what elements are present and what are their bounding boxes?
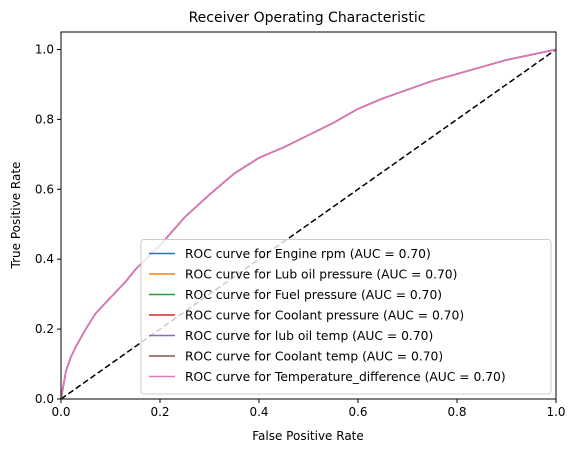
legend-label: ROC curve for Temperature_difference (AU… — [185, 370, 506, 384]
x-tick-label: 1.0 — [546, 405, 565, 419]
legend-box — [140, 239, 552, 395]
x-tick-label: 0.6 — [348, 405, 367, 419]
y-tick-label: 0.4 — [35, 252, 54, 266]
x-tick-label: 0.4 — [249, 405, 268, 419]
x-tick-label: 0.8 — [447, 405, 466, 419]
y-axis: 0.0 0.2 0.4 0.6 0.8 1.0 — [35, 42, 61, 406]
legend-label: ROC curve for Coolant pressure (AUC = 0.… — [185, 309, 464, 323]
chart-title: Receiver Operating Characteristic — [189, 10, 426, 26]
axes-frame — [60, 31, 557, 400]
legend-label: ROC curve for lub oil temp (AUC = 0.70) — [185, 329, 433, 343]
y-axis-label: True Positive Rate — [9, 162, 23, 270]
legend-label: ROC curve for Coolant temp (AUC = 0.70) — [185, 350, 443, 364]
x-tick-label: 0.2 — [150, 405, 169, 419]
x-axis-label: False Positive Rate — [252, 429, 364, 443]
legend: ROC curve for Engine rpm (AUC = 0.70) ROC… — [140, 239, 552, 395]
y-tick-label: 1.0 — [35, 42, 54, 56]
legend-label: ROC curve for Fuel pressure (AUC = 0.70) — [185, 288, 442, 302]
roc-curve-6 — [60, 48, 557, 400]
x-tick-label: 0.0 — [51, 405, 70, 419]
x-axis: 0.0 0.2 0.4 0.6 0.8 1.0 — [51, 399, 566, 419]
legend-label: ROC curve for Lub oil pressure (AUC = 0.… — [185, 268, 457, 282]
y-tick-label: 0.0 — [35, 392, 54, 406]
y-tick-label: 0.6 — [35, 182, 54, 196]
legend-label: ROC curve for Engine rpm (AUC = 0.70) — [185, 247, 431, 261]
y-tick-label: 0.8 — [35, 112, 54, 126]
y-tick-label: 0.2 — [35, 322, 54, 336]
